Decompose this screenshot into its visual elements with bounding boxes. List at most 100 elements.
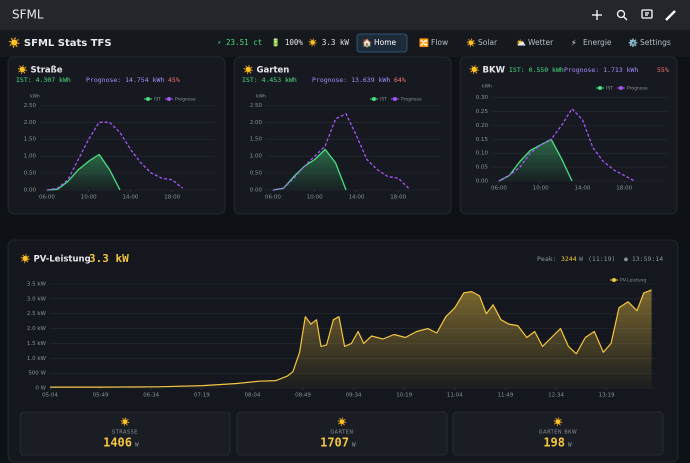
y-tick-label: 0.50	[250, 171, 263, 177]
area	[47, 154, 120, 190]
nav-label[interactable]: Energie	[583, 38, 612, 47]
nav-label[interactable]: Settings	[640, 38, 671, 47]
ist: IST: 4.453 kWh	[242, 76, 297, 84]
stat-value: 1707	[320, 436, 349, 450]
nav-icon[interactable]: ⚙️	[628, 38, 638, 48]
toolbar-icons[interactable]	[592, 9, 676, 21]
prognose: Prognose: 13.639 kWh	[312, 76, 390, 84]
nav-label[interactable]: Flow	[431, 38, 448, 47]
stat-card	[236, 411, 448, 456]
y-tick-label: 0.00	[476, 179, 489, 185]
stat-label: GARTEN BKW	[539, 430, 577, 436]
percent: 55%	[657, 66, 669, 74]
panel-title: ☀️ Garten	[243, 65, 289, 76]
x-tick-label: 08:04	[244, 393, 260, 399]
price: ⚡ 23.51 ct	[217, 38, 262, 47]
y-tick-label: 3.5 kW	[27, 282, 47, 288]
line	[46, 121, 184, 191]
nav-label[interactable]: Wetter	[528, 38, 554, 47]
x-tick-label: 11:04	[447, 393, 463, 399]
y-tick-label: 1.00	[250, 154, 263, 160]
battery: 🔋 100%	[271, 38, 303, 47]
legend-dot	[372, 97, 376, 101]
x-tick-label: 05:04	[42, 393, 58, 399]
nav-label[interactable]: Solar	[478, 38, 498, 47]
panel	[233, 56, 452, 215]
area	[499, 139, 572, 181]
nav-label[interactable]: Home	[374, 38, 397, 47]
x-tick-label: 10:19	[396, 393, 412, 399]
stat-unit: W	[135, 442, 139, 449]
legend-dot	[612, 278, 616, 282]
x-tick-label: 18:00	[390, 195, 406, 201]
y-tick-label: 0.05	[476, 165, 489, 171]
nav-icon[interactable]: 🏠	[362, 39, 372, 48]
y-axis-label: kWh	[30, 94, 40, 100]
y-tick-label: 2.50	[250, 103, 263, 109]
panel-title: ☀️ Straße	[17, 65, 63, 76]
stat-label: STRASSE	[112, 430, 138, 436]
x-tick-label: 13:19	[599, 393, 615, 399]
y-tick-label: 2.5 kW	[27, 311, 47, 317]
stat-unit: W	[352, 442, 356, 449]
area	[50, 289, 652, 388]
y-tick-label: 1.00	[24, 154, 37, 160]
peak-time: (11:19)	[588, 255, 615, 263]
stat-value: 1406	[103, 436, 132, 450]
power: ☀️ 3.3 kW	[308, 37, 349, 47]
y-tick-label: 3.0 kW	[27, 296, 47, 302]
stat-icon: ☀️	[337, 417, 347, 427]
legend-label: Prognose	[627, 86, 648, 92]
y-tick-label: 0.30	[476, 95, 489, 101]
y-tick-label: 1.50	[24, 137, 37, 143]
x-tick-label: 14:00	[349, 195, 365, 201]
x-tick-label: 10:00	[81, 195, 97, 201]
app-bar	[0, 0, 690, 30]
x-tick-label: 06:34	[143, 393, 159, 399]
prognose: Prognose: 14.754 kWh	[86, 76, 164, 84]
line	[46, 153, 121, 191]
ist: IST: 4.307 kWh	[16, 76, 71, 84]
x-tick-label: 07:19	[194, 393, 210, 399]
prognose: Prognose: 1.713 kWh	[564, 66, 638, 74]
stat-label: GARTEN	[330, 430, 353, 436]
legend-dot	[618, 86, 623, 90]
y-tick-label: 1.50	[250, 137, 263, 143]
legend-dot	[166, 97, 171, 101]
percent: 45%	[168, 76, 180, 84]
y-tick-label: 0.00	[24, 188, 37, 194]
brand: ☀️ SFML Stats TFS	[8, 36, 112, 49]
y-tick-label: 0.20	[476, 123, 489, 129]
x-tick-label: 18:00	[616, 186, 632, 192]
y-tick-label: 0.10	[476, 151, 489, 157]
legend-label: IST	[154, 97, 161, 103]
peak-label: Peak:	[537, 255, 557, 263]
peak-value: 3244	[561, 255, 577, 263]
x-tick-label: 05:49	[93, 393, 109, 399]
line	[498, 138, 573, 182]
y-tick-label: 1.5 kW	[27, 341, 47, 347]
status-bar	[0, 30, 690, 57]
legend-label: Prognose	[175, 97, 196, 103]
nav-icon[interactable]: ⚡	[571, 39, 577, 48]
x-tick-label: 10:00	[533, 186, 549, 192]
panel	[7, 56, 226, 215]
x-tick-label: 12:34	[548, 393, 564, 399]
y-tick-label: 0.50	[24, 171, 37, 177]
stat-unit: W	[568, 442, 572, 449]
y-tick-label: 2.00	[250, 120, 263, 126]
nav-icon[interactable]: ⛅	[516, 39, 526, 48]
ist: IST: 0.550 kWh	[509, 66, 564, 74]
x-tick-label: 08:49	[295, 393, 311, 399]
nav-icon[interactable]: ☀️	[466, 38, 476, 48]
legend-label: IST	[606, 86, 613, 92]
y-tick-label: 0.25	[476, 109, 489, 115]
peak-unit: W	[579, 255, 583, 263]
main-title: ☀️ PV-Leistung	[20, 254, 91, 265]
nav-icon[interactable]: 🔀	[419, 38, 429, 48]
panel-title: ☀️ BKW	[469, 65, 506, 76]
legend-label: IST	[380, 97, 387, 103]
x-tick-label: 14:00	[575, 186, 591, 192]
x-tick-label: 06:00	[39, 195, 55, 201]
